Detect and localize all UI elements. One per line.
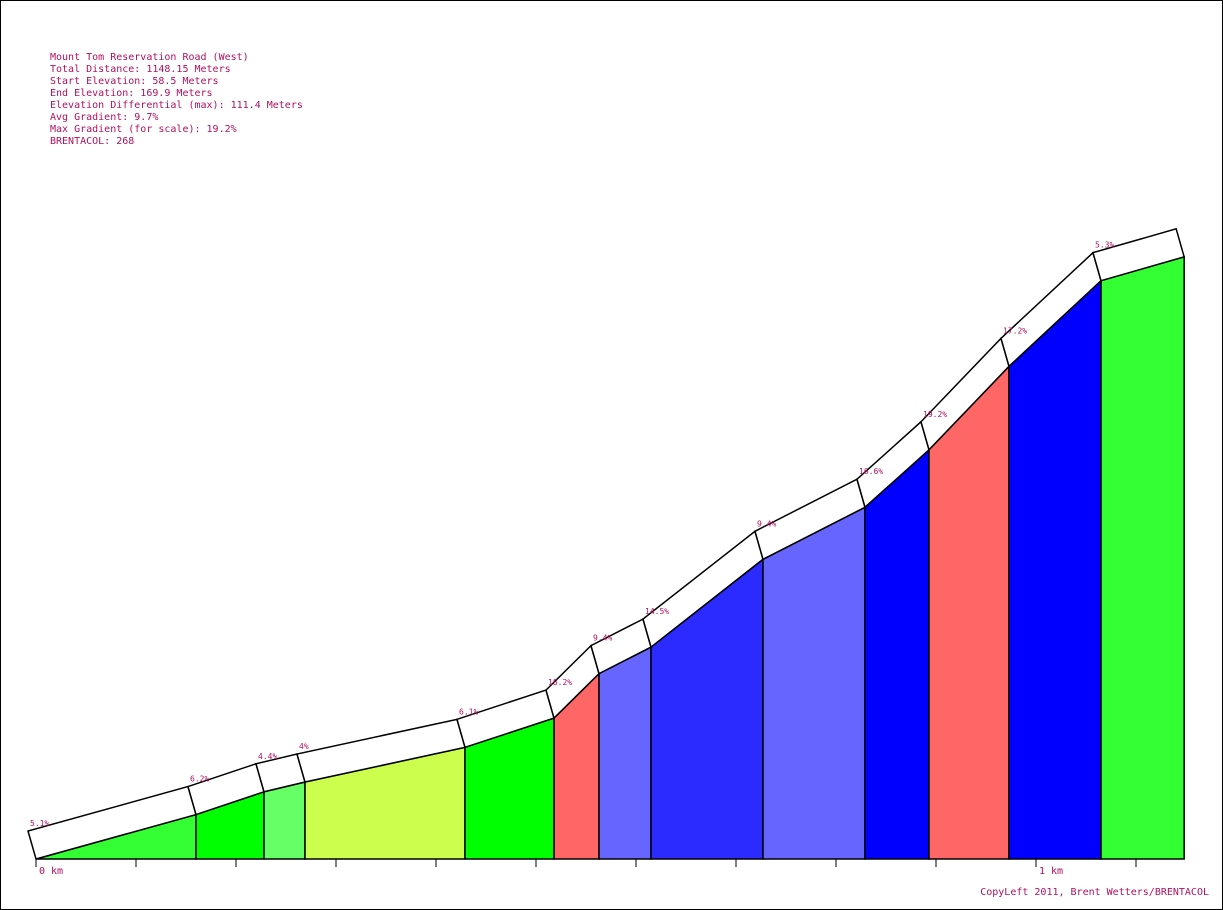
profile-segment: [762, 506, 866, 860]
total-distance: Total Distance: 1148.15 Meters: [50, 64, 231, 75]
gradient-label: 6.2%: [190, 775, 209, 784]
road-band-layer: [27, 227, 1186, 860]
gradient-label: 14.5%: [645, 607, 669, 616]
profile-segment: [598, 645, 652, 860]
brentacol-score: BRENTACOL: 268: [50, 136, 135, 147]
start-elevation: Start Elevation: 58.5 Meters: [50, 76, 219, 87]
profile-segment: [928, 364, 1010, 860]
gradient-label: 4%: [299, 742, 309, 751]
end-elevation: End Elevation: 169.9 Meters: [50, 88, 213, 99]
road-band-segment: [1092, 227, 1186, 282]
gradient-label: 19.2%: [923, 410, 947, 419]
gradient-label: 18.2%: [548, 678, 572, 687]
gradient-label: 9.4%: [593, 634, 612, 643]
gradient-label: 5.3%: [1095, 241, 1114, 250]
gradient-label: 6.1%: [459, 707, 478, 716]
x-tick-label-1km: 1 km: [1039, 866, 1063, 877]
profile-segment: [263, 781, 306, 860]
x-axis-ticks: [35, 859, 1137, 867]
copyright-notice: CopyLeft 2011, Brent Wetters/BRENTACOL: [980, 887, 1209, 898]
elevation-differential: Elevation Differential (max): 111.4 Mete…: [50, 100, 303, 111]
gradient-label: 17.2%: [1003, 326, 1027, 335]
route-title: Mount Tom Reservation Road (West): [50, 52, 249, 63]
gradient-label: 16.6%: [859, 467, 883, 476]
profile-segment: [1008, 278, 1102, 860]
max-gradient: Max Gradient (for scale): 19.2%: [50, 124, 237, 135]
profile-segment: [864, 448, 930, 860]
gradient-label: 9.4%: [757, 519, 776, 528]
info-block: Mount Tom Reservation Road (West) Total …: [50, 52, 303, 148]
gradient-label: 4.4%: [258, 752, 277, 761]
x-tick-label-0km: 0 km: [39, 866, 63, 877]
profile-segment: [1100, 255, 1185, 860]
gradient-labels: 5.1% 6.2% 4.4% 4% 6.1% 18.2% 9.4% 14.5% 9.4% 16.6…: [30, 241, 1114, 828]
avg-gradient: Avg Gradient: 9.7%: [50, 112, 159, 123]
gradient-label: 5.1%: [30, 819, 49, 828]
